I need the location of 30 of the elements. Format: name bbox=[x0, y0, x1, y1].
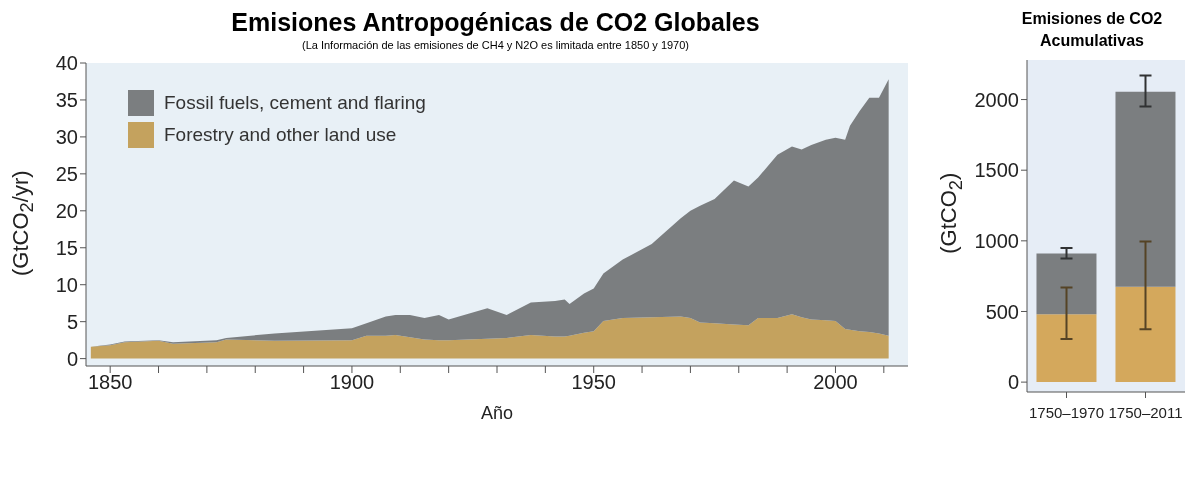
x-tick-label: 1900 bbox=[329, 371, 375, 394]
y-tick-label: 1500 bbox=[974, 159, 1019, 182]
y-tick-label: 15 bbox=[55, 236, 78, 259]
x-tick-label: 1750–2011 bbox=[1108, 404, 1183, 421]
legend-label: Fossil fuels, cement and flaring bbox=[164, 92, 426, 114]
y-tick-label: 25 bbox=[55, 162, 78, 185]
y-tick-label: 0 bbox=[66, 347, 78, 370]
chart-subtitle: (La Información de las emisiones de CH4 y N2O es limitada entre 1850 y 1970) bbox=[301, 39, 690, 51]
y-tick-label: 20 bbox=[55, 199, 78, 222]
y-tick-label: 10 bbox=[55, 273, 78, 296]
x-tick-label: 1850 bbox=[87, 371, 133, 394]
bar bbox=[1115, 91, 1176, 287]
y-tick-label: 500 bbox=[985, 300, 1019, 323]
x-tick-label: 1950 bbox=[571, 371, 616, 394]
y-tick-label: 1000 bbox=[974, 229, 1019, 252]
bar bbox=[1036, 314, 1097, 383]
x-axis-title: Año bbox=[480, 403, 514, 423]
x-tick-label: 2000 bbox=[813, 371, 858, 394]
bar bbox=[1115, 286, 1176, 383]
y-tick-label: 35 bbox=[55, 89, 78, 112]
legend-label: Forestry and other land use bbox=[164, 124, 397, 146]
y-tick-label: 0 bbox=[1007, 371, 1019, 394]
y-tick-label: 2000 bbox=[974, 88, 1019, 111]
chart-title: Emisiones de CO2 Acumulativas bbox=[1020, 9, 1164, 51]
y-tick-label: 40 bbox=[55, 52, 78, 75]
bar bbox=[1036, 253, 1097, 315]
y-tick-label: 5 bbox=[66, 310, 78, 333]
chart-title: Emisiones Antropogénicas de CO2 Globales bbox=[230, 8, 761, 37]
x-tick-label: 1750–1970 bbox=[1028, 404, 1105, 421]
y-tick-label: 30 bbox=[55, 126, 78, 148]
